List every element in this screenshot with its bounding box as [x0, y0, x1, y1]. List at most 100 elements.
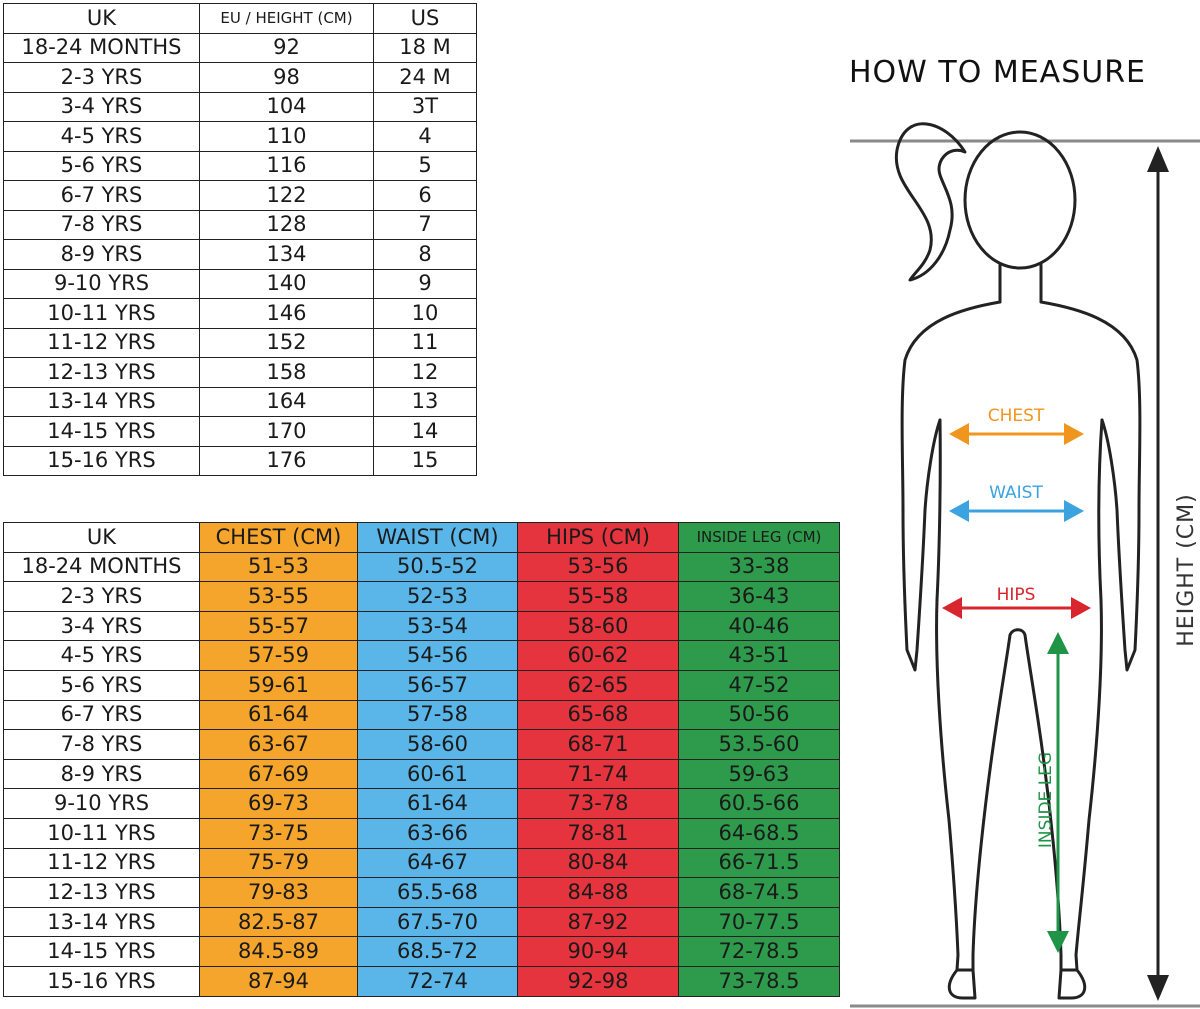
size-cell-us: 5: [373, 150, 477, 181]
child-silhouette-icon: [894, 122, 1142, 1000]
measure-cell-chest: 87-94: [199, 965, 358, 997]
size-cell-eu-height: 152: [199, 327, 374, 358]
measure-header-chest: CHEST (CM): [199, 522, 358, 553]
size-cell-eu-height: 116: [199, 150, 374, 181]
measure-cell-waist: 60-61: [357, 758, 518, 790]
table-row: 7-8 YRS 128 7: [3, 209, 477, 240]
measure-cell-hips: 84-88: [517, 877, 679, 908]
size-cell-eu-height: 176: [199, 445, 374, 476]
size-cell-us: 8: [373, 239, 477, 270]
size-cell-uk: 7-8 YRS: [3, 209, 200, 240]
table-row: 18-24 MONTHS 51-53 50.5-52 53-56 33-38: [3, 551, 840, 583]
measure-cell-waist: 56-57: [357, 669, 518, 701]
size-cell-us: 18 M: [373, 32, 477, 63]
measure-cell-hips: 78-81: [517, 817, 679, 849]
table-row: 14-15 YRS 84.5-89 68.5-72 90-94 72-78.5: [3, 936, 840, 967]
measure-cell-chest: 55-57: [199, 610, 358, 642]
measure-cell-waist: 63-66: [357, 817, 518, 849]
measure-cell-waist: 54-56: [357, 640, 518, 671]
table-row: 7-8 YRS 63-67 58-60 68-71 53.5-60: [3, 729, 840, 760]
measure-cell-hips: 90-94: [517, 936, 679, 967]
measure-cell-chest: 75-79: [199, 847, 358, 879]
size-cell-uk: 8-9 YRS: [3, 239, 200, 270]
measure-cell-inside-leg: 43-51: [678, 640, 840, 671]
table-row: 18-24 MONTHS 92 18 M: [3, 32, 477, 63]
measure-cell-waist: 67.5-70: [357, 906, 518, 938]
size-cell-us: 14: [373, 416, 477, 447]
measure-cell-chest: 82.5-87: [199, 906, 358, 938]
measure-cell-uk: 4-5 YRS: [3, 640, 200, 671]
size-cell-eu-height: 146: [199, 298, 374, 329]
measure-cell-uk: 10-11 YRS: [3, 817, 200, 849]
size-header-eu-height: EU / HEIGHT (CM): [199, 3, 374, 34]
table-row: 14-15 YRS 170 14: [3, 416, 477, 447]
table-row: 13-14 YRS 82.5-87 67.5-70 87-92 70-77.5: [3, 906, 840, 938]
table-row: 4-5 YRS 57-59 54-56 60-62 43-51: [3, 640, 840, 671]
size-cell-us: 12: [373, 357, 477, 388]
size-cell-uk: 5-6 YRS: [3, 150, 200, 181]
size-cell-us: 4: [373, 121, 477, 152]
measure-cell-waist: 68.5-72: [357, 936, 518, 967]
measure-cell-hips: 62-65: [517, 669, 679, 701]
height-arrow: [1147, 146, 1169, 1001]
table-row: 10-11 YRS 73-75 63-66 78-81 64-68.5: [3, 817, 840, 849]
measure-cell-uk: 8-9 YRS: [3, 758, 200, 790]
measure-cell-waist: 57-58: [357, 699, 518, 731]
table-row: 13-14 YRS 164 13: [3, 386, 477, 417]
measure-cell-chest: 53-55: [199, 581, 358, 612]
size-cell-eu-height: 164: [199, 386, 374, 417]
measure-cell-chest: 51-53: [199, 551, 358, 583]
size-header-uk: UK: [3, 3, 200, 34]
measure-cell-hips: 73-78: [517, 788, 679, 819]
measure-cell-uk: 11-12 YRS: [3, 847, 200, 879]
size-cell-eu-height: 170: [199, 416, 374, 447]
measure-cell-inside-leg: 53.5-60: [678, 729, 840, 760]
measure-cell-uk: 18-24 MONTHS: [3, 551, 200, 583]
size-cell-eu-height: 122: [199, 180, 374, 211]
table-row: 2-3 YRS 53-55 52-53 55-58 36-43: [3, 581, 840, 612]
size-cell-us: 10: [373, 298, 477, 329]
measure-cell-waist: 58-60: [357, 729, 518, 760]
size-cell-uk: 18-24 MONTHS: [3, 32, 200, 63]
table-row: 5-6 YRS 116 5: [3, 150, 477, 181]
size-cell-uk: 2-3 YRS: [3, 62, 200, 93]
table-row: 3-4 YRS 55-57 53-54 58-60 40-46: [3, 610, 840, 642]
size-cell-uk: 10-11 YRS: [3, 298, 200, 329]
size-table-body: 18-24 MONTHS 92 18 M 2-3 YRS 98 24 M 3-4 YRS 10…: [3, 32, 477, 476]
size-cell-eu-height: 104: [199, 91, 374, 122]
measure-cell-inside-leg: 60.5-66: [678, 788, 840, 819]
chest-label: CHEST: [988, 406, 1045, 426]
measure-cell-hips: 68-71: [517, 729, 679, 760]
size-cell-uk: 12-13 YRS: [3, 357, 200, 388]
measure-cell-hips: 92-98: [517, 965, 679, 997]
measure-cell-hips: 58-60: [517, 610, 679, 642]
measure-cell-hips: 55-58: [517, 581, 679, 612]
table-row: 3-4 YRS 104 3T: [3, 91, 477, 122]
table-row: 15-16 YRS 87-94 72-74 92-98 73-78.5: [3, 965, 840, 997]
measure-cell-uk: 12-13 YRS: [3, 877, 200, 908]
size-cell-uk: 15-16 YRS: [3, 445, 200, 476]
size-cell-us: 24 M: [373, 62, 477, 93]
measure-cell-hips: 71-74: [517, 758, 679, 790]
size-cell-us: 11: [373, 327, 477, 358]
table-row: 11-12 YRS 75-79 64-67 80-84 66-71.5: [3, 847, 840, 879]
measure-cell-uk: 13-14 YRS: [3, 906, 200, 938]
table-row: 6-7 YRS 61-64 57-58 65-68 50-56: [3, 699, 840, 731]
measure-cell-waist: 72-74: [357, 965, 518, 997]
measure-cell-chest: 79-83: [199, 877, 358, 908]
measure-header-inside-leg: INSIDE LEG (CM): [678, 522, 840, 553]
size-header-us: US: [373, 3, 477, 34]
inside-leg-label: INSIDE LEG: [1036, 752, 1056, 848]
measure-cell-hips: 87-92: [517, 906, 679, 938]
measure-cell-uk: 6-7 YRS: [3, 699, 200, 731]
size-cell-uk: 3-4 YRS: [3, 91, 200, 122]
measure-cell-uk: 7-8 YRS: [3, 729, 200, 760]
table-row: 8-9 YRS 134 8: [3, 239, 477, 270]
measure-header-uk: UK: [3, 522, 200, 553]
measure-cell-uk: 5-6 YRS: [3, 669, 200, 701]
measure-cell-inside-leg: 36-43: [678, 581, 840, 612]
measure-cell-hips: 60-62: [517, 640, 679, 671]
measure-header-waist: WAIST (CM): [357, 522, 518, 553]
measure-cell-inside-leg: 70-77.5: [678, 906, 840, 938]
table-row: 9-10 YRS 140 9: [3, 268, 477, 299]
